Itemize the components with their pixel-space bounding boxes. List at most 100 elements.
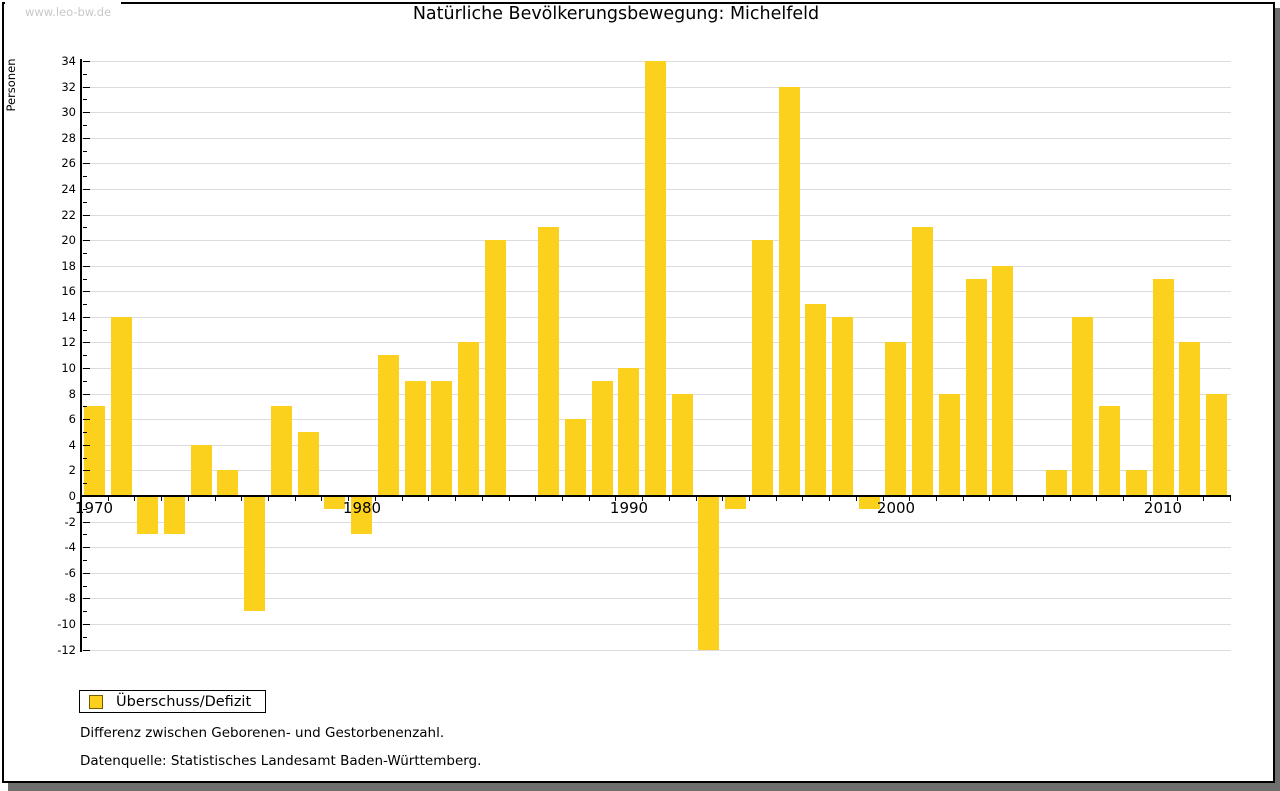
y-tick-label: 34: [61, 54, 76, 68]
x-tick: [295, 497, 296, 501]
x-tick: [188, 497, 189, 501]
y-tick: [83, 381, 87, 382]
bar-1993: [698, 497, 719, 650]
x-tick: [936, 497, 937, 501]
bar-2000: [885, 342, 906, 495]
y-tick: [83, 432, 87, 433]
x-axis-label-2010: 2010: [1143, 499, 1183, 517]
y-tick-label: 18: [61, 259, 76, 273]
x-tick: [321, 497, 322, 501]
bar-1997: [805, 304, 826, 495]
gridline: [81, 573, 1231, 574]
y-tick-label: 32: [61, 80, 76, 94]
bar-1979: [324, 497, 345, 509]
y-tick: [83, 61, 90, 62]
bar-1981: [378, 355, 399, 495]
x-tick: [1230, 497, 1231, 501]
x-tick: [482, 497, 483, 501]
y-tick-label: 0: [68, 489, 76, 503]
y-tick: [83, 163, 90, 164]
y-tick: [83, 534, 87, 535]
bar-1977: [271, 406, 292, 495]
y-tick: [83, 624, 90, 625]
x-tick: [856, 497, 857, 501]
x-axis-label-1990: 1990: [609, 499, 649, 517]
x-tick: [108, 497, 109, 501]
footnote-definition: Differenz zwischen Geborenen- und Gestor…: [80, 725, 445, 741]
x-tick: [989, 497, 990, 501]
bar-2012: [1206, 394, 1227, 495]
x-tick: [802, 497, 803, 501]
bar-1970: [84, 406, 105, 495]
legend-swatch-icon: [89, 694, 103, 709]
y-axis-line: [80, 59, 82, 652]
y-tick-label: 22: [61, 208, 76, 222]
x-tick: [1203, 497, 1204, 501]
y-tick-label: 26: [61, 156, 76, 170]
y-tick: [83, 253, 87, 254]
y-tick: [83, 304, 87, 305]
bar-1972: [137, 497, 158, 534]
y-tick-label: 14: [61, 310, 76, 324]
y-tick: [83, 279, 87, 280]
x-tick: [1123, 497, 1124, 501]
y-tick: [83, 125, 87, 126]
y-tick-label: 6: [68, 412, 76, 426]
bar-2004: [992, 266, 1013, 495]
x-tick: [241, 497, 242, 501]
y-tick: [83, 483, 87, 484]
y-tick: [83, 458, 87, 459]
bar-1976: [244, 497, 265, 611]
x-axis-label-2000: 2000: [876, 499, 916, 517]
bar-1990: [618, 368, 639, 495]
bar-1973: [164, 497, 185, 534]
y-tick-label: 20: [61, 233, 76, 247]
y-axis-title: Personen: [4, 58, 18, 112]
legend-label: Überschuss/Defizit: [116, 693, 252, 710]
bar-1983: [431, 381, 452, 495]
bar-1971: [111, 317, 132, 495]
y-tick: [83, 240, 90, 241]
y-tick: [83, 368, 90, 369]
bar-2003: [966, 279, 987, 495]
y-tick: [83, 406, 87, 407]
y-tick-label: -8: [64, 591, 76, 605]
page-title: Natürliche Bevölkerungsbewegung: Michelf…: [412, 4, 820, 24]
frame-shadow-bottom: [8, 783, 1280, 791]
frame-shadow-right: [1275, 8, 1280, 791]
y-tick: [83, 138, 90, 139]
gridline: [81, 650, 1231, 651]
x-tick: [883, 497, 884, 501]
x-tick: [134, 497, 135, 501]
y-tick: [83, 547, 90, 548]
bar-1985: [485, 240, 506, 495]
y-tick: [83, 99, 87, 100]
x-tick: [749, 497, 750, 501]
x-tick: [535, 497, 536, 501]
y-tick: [83, 330, 87, 331]
x-tick: [909, 497, 910, 501]
y-tick-label: 28: [61, 131, 76, 145]
bar-1994: [725, 497, 746, 509]
x-tick: [268, 497, 269, 501]
bar-1987: [538, 227, 559, 495]
y-tick: [83, 355, 87, 356]
bar-2001: [912, 227, 933, 495]
gridline: [81, 547, 1231, 548]
x-tick: [776, 497, 777, 501]
y-tick: [83, 112, 90, 113]
y-tick: [83, 189, 90, 190]
bar-2008: [1099, 406, 1120, 495]
y-tick: [83, 176, 87, 177]
y-tick: [83, 598, 90, 599]
y-tick: [83, 470, 90, 471]
y-tick-label: -12: [57, 643, 76, 657]
x-tick: [81, 497, 82, 501]
x-tick: [348, 497, 349, 501]
y-tick-label: -4: [64, 540, 76, 554]
x-tick: [642, 497, 643, 501]
y-tick-label: 30: [61, 105, 76, 119]
y-tick-label: 24: [61, 182, 76, 196]
y-tick: [83, 573, 90, 574]
